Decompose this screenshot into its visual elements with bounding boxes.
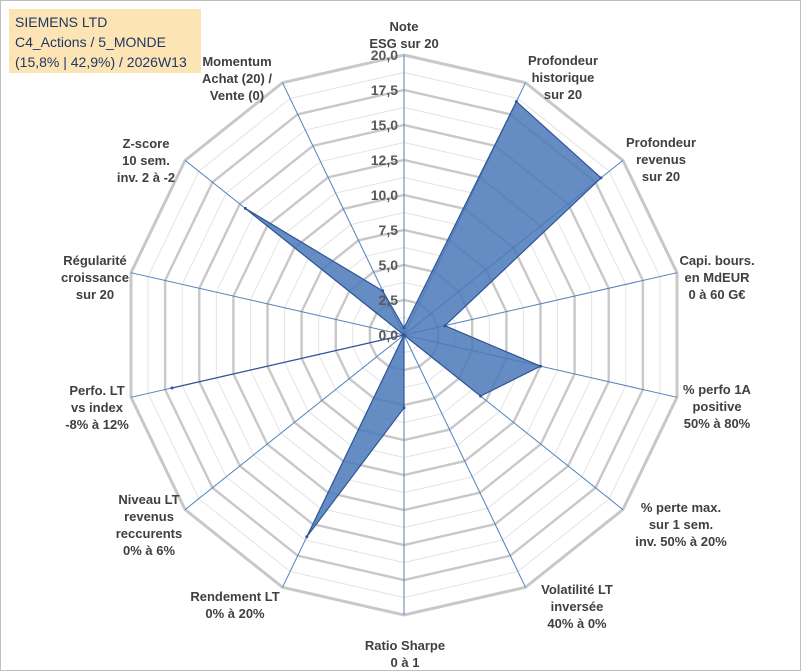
axis-label-line: vs index [71,400,124,415]
data-point [443,324,447,328]
axis-label-line: Note [390,19,419,34]
axis-label-line: 50% à 80% [684,416,751,431]
info-company: SIEMENS LTD [15,14,108,30]
axis-label: Volatilité LT inversée 40% à 0% [541,582,613,631]
axis-label-line: sur 1 sem. [649,517,713,532]
axis-label: Niveau LT revenus reccurents 0% à 6% [116,492,182,558]
axis-label: Momentum Achat (20) / Vente (0) [202,54,272,103]
axis-label-line: 0% à 20% [205,606,265,621]
axis-label-line: Régularité [63,253,127,268]
axis-label: Rendement LT 0% à 20% [190,589,279,621]
axis-label-line: revenus [124,509,174,524]
data-point [539,364,542,368]
data-point [514,100,518,104]
axis-spoke [403,334,526,588]
r-tick-label: 0,0 [379,327,399,343]
axis-label-line: inversée [551,599,604,614]
axis-label-line: croissance [61,270,129,285]
axis-label-line: Momentum [202,54,271,69]
r-tick-label: 17,5 [371,82,398,98]
axis-label-line: Achat (20) / [202,71,272,86]
r-tick-label: 20,0 [371,47,398,63]
axis-label-line: 40% à 0% [547,616,607,631]
axis-label-line: sur 20 [642,169,680,184]
axis-label-line: inv. 50% à 20% [635,534,727,549]
axis-label-line: ESG sur 20 [369,36,438,51]
axis-spoke [130,272,405,336]
axis-label-line: 10 sem. [122,153,170,168]
axis-label-line: revenus [636,152,686,167]
info-category: C4_Actions / 5_MONDE [15,34,166,50]
axis-spoke [184,334,405,510]
axis-label: % perfo 1A positive 50% à 80% [683,382,752,431]
info-stats: (15,8% | 42,9%) / 2026W13 [15,54,187,70]
data-point [381,289,385,293]
axis-label-line: Capi. bours. [679,253,754,268]
axis-label: Note ESG sur 20 [369,19,438,51]
axis-label-line: Niveau LT [118,492,179,507]
axis-label-line: sur 20 [544,87,582,102]
axis-label-line: % perfo 1A [683,382,752,397]
axis-label-line: en MdEUR [685,270,751,285]
axis-label-line: Profondeur [528,53,598,68]
data-point [243,206,247,210]
data-point [599,176,603,180]
axis-label: Profondeur revenus sur 20 [626,135,696,184]
data-point [402,406,406,410]
axis-label-line: sur 20 [76,287,114,302]
data-point [479,394,483,398]
axis-label-line: Ratio Sharpe [365,638,445,653]
info-box: SIEMENS LTD C4_Actions / 5_MONDE (15,8% … [9,9,201,73]
axis-label-line: Perfo. LT [69,383,124,398]
axis-label-line: Rendement LT [190,589,279,604]
axis-label-line: 0% à 6% [123,543,175,558]
axis-label-line: historique [532,70,595,85]
axis-label: % perte max. sur 1 sem. inv. 50% à 20% [635,500,727,549]
r-tick-label: 7,5 [379,222,399,238]
data-point [402,333,406,337]
r-tick-label: 12,5 [371,152,398,168]
axis-label: Ratio Sharpe 0 à 1 [365,638,445,670]
axis-label-line: -8% à 12% [65,417,129,432]
axis-label: Z-score 10 sem. inv. 2 à -2 [117,136,175,185]
data-point [402,326,406,330]
axis-label-line: Profondeur [626,135,696,150]
axis-label-line: inv. 2 à -2 [117,170,175,185]
data-point [170,386,174,390]
axis-label-line: % perte max. [641,500,721,515]
axis-label-line: Z-score [123,136,170,151]
axis-label: Régularité croissance sur 20 [61,253,129,302]
axis-label-line: 0 à 60 G€ [688,287,745,302]
r-tick-label: 5,0 [379,257,399,273]
axis-label-line: Volatilité LT [541,582,613,597]
data-point [305,535,309,539]
r-tick-label: 15,0 [371,117,398,133]
axis-label: Perfo. LT vs index -8% à 12% [65,383,129,432]
axis-label: Capi. bours. en MdEUR 0 à 60 G€ [679,253,754,302]
axis-label: Profondeur historique sur 20 [528,53,598,102]
axis-label-line: positive [692,399,741,414]
axis-spoke [403,272,678,336]
axis-label-line: 0 à 1 [391,655,420,670]
axis-label-line: reccurents [116,526,182,541]
r-tick-label: 2,5 [379,292,399,308]
axis-label-line: Vente (0) [210,88,264,103]
r-tick-label: 10,0 [371,187,398,203]
